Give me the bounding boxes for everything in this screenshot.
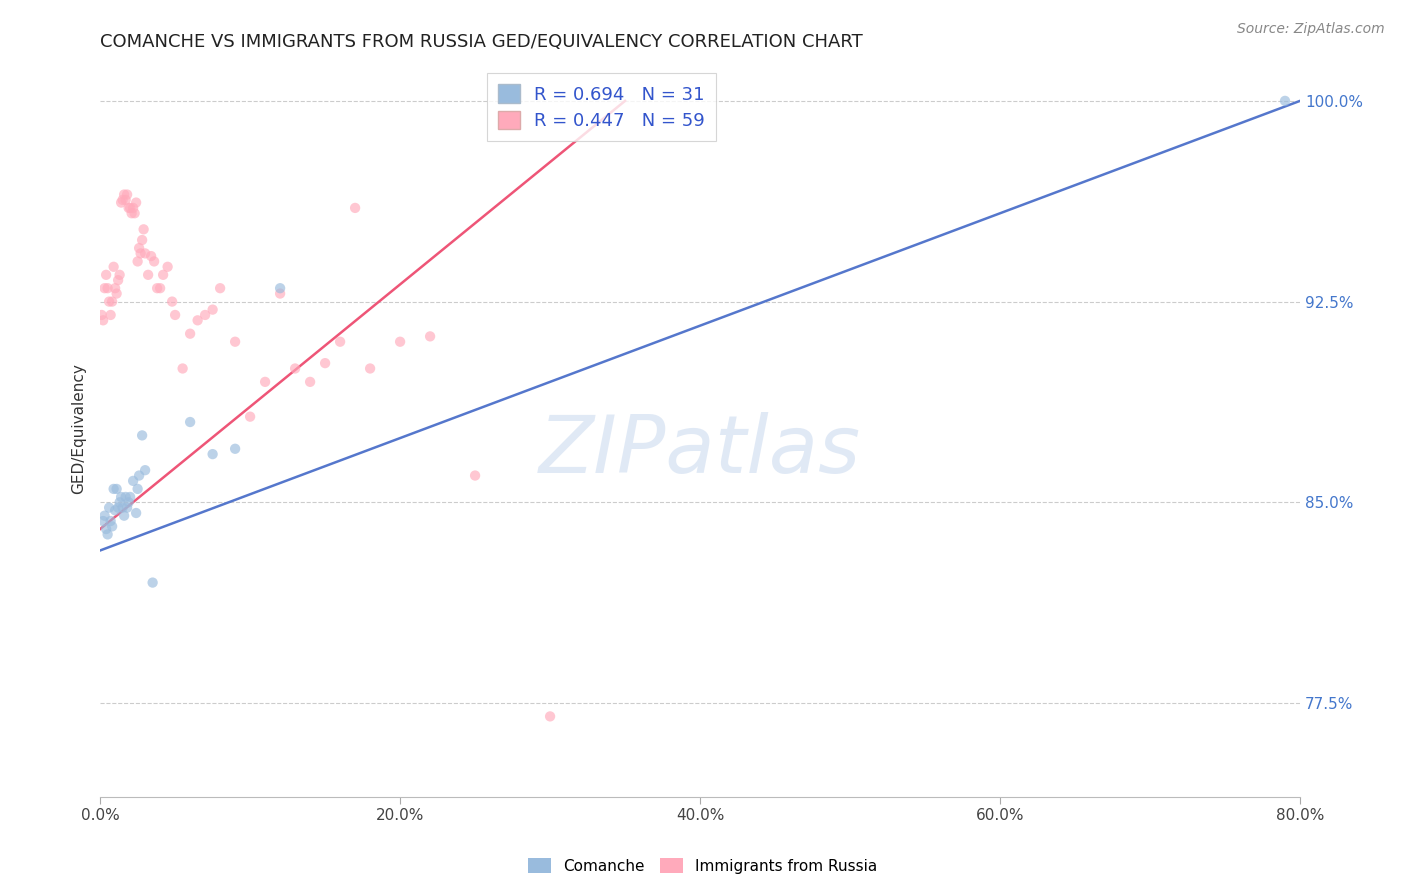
Legend: R = 0.694   N = 31, R = 0.447   N = 59: R = 0.694 N = 31, R = 0.447 N = 59 bbox=[486, 73, 716, 141]
Point bbox=[165, 308, 187, 322]
Y-axis label: GED/Equivalency: GED/Equivalency bbox=[72, 363, 86, 494]
Point bbox=[124, 206, 146, 220]
Point bbox=[187, 313, 209, 327]
Point bbox=[97, 281, 120, 295]
Point bbox=[239, 409, 262, 424]
Point bbox=[117, 495, 139, 509]
Point bbox=[224, 334, 246, 349]
Point bbox=[93, 281, 115, 295]
Point bbox=[284, 361, 307, 376]
Point bbox=[107, 500, 129, 515]
Point bbox=[143, 254, 166, 268]
Point bbox=[122, 474, 145, 488]
Point bbox=[538, 709, 561, 723]
Point bbox=[128, 241, 150, 255]
Point bbox=[91, 514, 114, 528]
Point bbox=[107, 273, 129, 287]
Point bbox=[94, 268, 117, 282]
Text: Source: ZipAtlas.com: Source: ZipAtlas.com bbox=[1237, 22, 1385, 37]
Point bbox=[269, 281, 291, 295]
Point bbox=[269, 286, 291, 301]
Point bbox=[100, 308, 122, 322]
Point bbox=[134, 246, 156, 260]
Point bbox=[101, 519, 124, 533]
Point bbox=[179, 415, 201, 429]
Point bbox=[100, 514, 122, 528]
Point bbox=[98, 500, 121, 515]
Point bbox=[146, 281, 169, 295]
Point bbox=[132, 222, 155, 236]
Point bbox=[131, 233, 153, 247]
Point bbox=[160, 294, 183, 309]
Point bbox=[359, 361, 381, 376]
Text: COMANCHE VS IMMIGRANTS FROM RUSSIA GED/EQUIVALENCY CORRELATION CHART: COMANCHE VS IMMIGRANTS FROM RUSSIA GED/E… bbox=[100, 33, 863, 51]
Point bbox=[254, 375, 277, 389]
Point bbox=[224, 442, 246, 456]
Point bbox=[115, 500, 138, 515]
Legend: Comanche, Immigrants from Russia: Comanche, Immigrants from Russia bbox=[522, 852, 884, 880]
Point bbox=[97, 527, 120, 541]
Point bbox=[103, 482, 125, 496]
Point bbox=[120, 201, 142, 215]
Point bbox=[110, 195, 132, 210]
Point bbox=[389, 334, 412, 349]
Point bbox=[112, 508, 135, 523]
Point bbox=[110, 490, 132, 504]
Point bbox=[93, 508, 115, 523]
Point bbox=[114, 193, 136, 207]
Point bbox=[139, 249, 162, 263]
Point bbox=[98, 294, 121, 309]
Point bbox=[114, 490, 136, 504]
Text: ZIPatlas: ZIPatlas bbox=[538, 412, 860, 490]
Point bbox=[108, 495, 131, 509]
Point bbox=[299, 375, 322, 389]
Point bbox=[115, 187, 138, 202]
Point bbox=[329, 334, 352, 349]
Point bbox=[108, 268, 131, 282]
Point bbox=[125, 195, 148, 210]
Point bbox=[103, 260, 125, 274]
Point bbox=[128, 468, 150, 483]
Point bbox=[105, 482, 128, 496]
Point bbox=[131, 428, 153, 442]
Point bbox=[314, 356, 336, 370]
Point bbox=[90, 308, 112, 322]
Point bbox=[172, 361, 194, 376]
Point bbox=[104, 281, 127, 295]
Point bbox=[344, 201, 367, 215]
Point bbox=[104, 503, 127, 517]
Point bbox=[112, 187, 135, 202]
Point bbox=[142, 575, 165, 590]
Point bbox=[117, 201, 139, 215]
Point bbox=[1274, 94, 1296, 108]
Point bbox=[209, 281, 232, 295]
Point bbox=[127, 254, 149, 268]
Point bbox=[179, 326, 201, 341]
Point bbox=[201, 447, 224, 461]
Point bbox=[152, 268, 174, 282]
Point bbox=[201, 302, 224, 317]
Point bbox=[134, 463, 156, 477]
Point bbox=[94, 522, 117, 536]
Point bbox=[105, 286, 128, 301]
Point bbox=[111, 500, 134, 515]
Point bbox=[419, 329, 441, 343]
Point bbox=[156, 260, 179, 274]
Point bbox=[464, 468, 486, 483]
Point bbox=[121, 206, 143, 220]
Point bbox=[127, 482, 149, 496]
Point bbox=[111, 193, 134, 207]
Point bbox=[101, 294, 124, 309]
Point bbox=[125, 506, 148, 520]
Point bbox=[91, 313, 114, 327]
Point bbox=[120, 490, 142, 504]
Point bbox=[194, 308, 217, 322]
Point bbox=[129, 246, 152, 260]
Point bbox=[149, 281, 172, 295]
Point bbox=[136, 268, 159, 282]
Point bbox=[122, 201, 145, 215]
